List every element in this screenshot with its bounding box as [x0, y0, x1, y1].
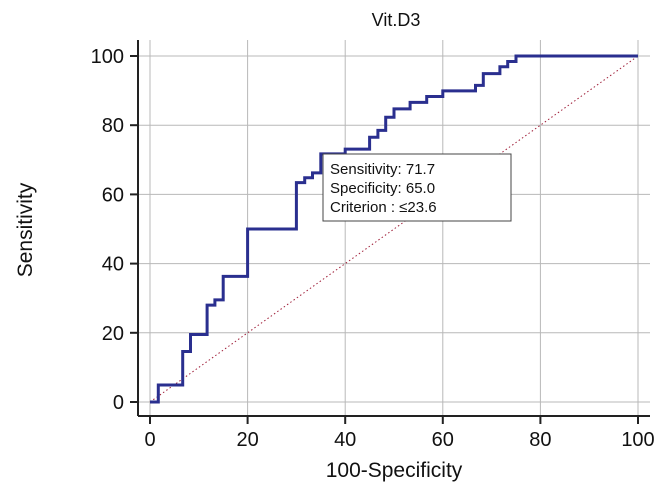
- x-tick-label: 80: [529, 429, 551, 451]
- y-tick-label: 40: [102, 254, 124, 276]
- annotation-specificity: Specificity: 65.0: [330, 180, 435, 197]
- criterion-annotation: Sensitivity: 71.7 Specificity: 65.0 Crit…: [322, 153, 512, 222]
- y-tick-label: 0: [113, 392, 124, 414]
- y-axis-label: Sensitivity: [14, 182, 37, 277]
- x-tick-label: 100: [621, 429, 654, 451]
- y-ticks: 0 20 40 60 80 100: [91, 46, 138, 414]
- annotation-box: [322, 153, 512, 222]
- y-tick-label: 80: [102, 115, 124, 137]
- roc-curve: [150, 54, 638, 404]
- y-tick-label: 60: [102, 184, 124, 206]
- y-tick-label: 20: [102, 323, 124, 345]
- annotation-criterion: Criterion : ≤23.6: [330, 199, 437, 216]
- x-ticks: 0 20 40 60 80 100: [144, 416, 655, 451]
- x-tick-label: 20: [236, 429, 258, 451]
- grid-lines: [138, 40, 650, 416]
- x-tick-label: 0: [144, 429, 155, 451]
- y-tick-label: 100: [91, 46, 124, 68]
- x-tick-label: 40: [334, 429, 356, 451]
- x-tick-label: 60: [432, 429, 454, 451]
- annotation-sensitivity: Sensitivity: 71.7: [330, 161, 435, 178]
- x-axis-label: 100-Specificity: [326, 459, 463, 482]
- chart-title: Vit.D3: [372, 10, 421, 30]
- plot-frame: [137, 40, 650, 417]
